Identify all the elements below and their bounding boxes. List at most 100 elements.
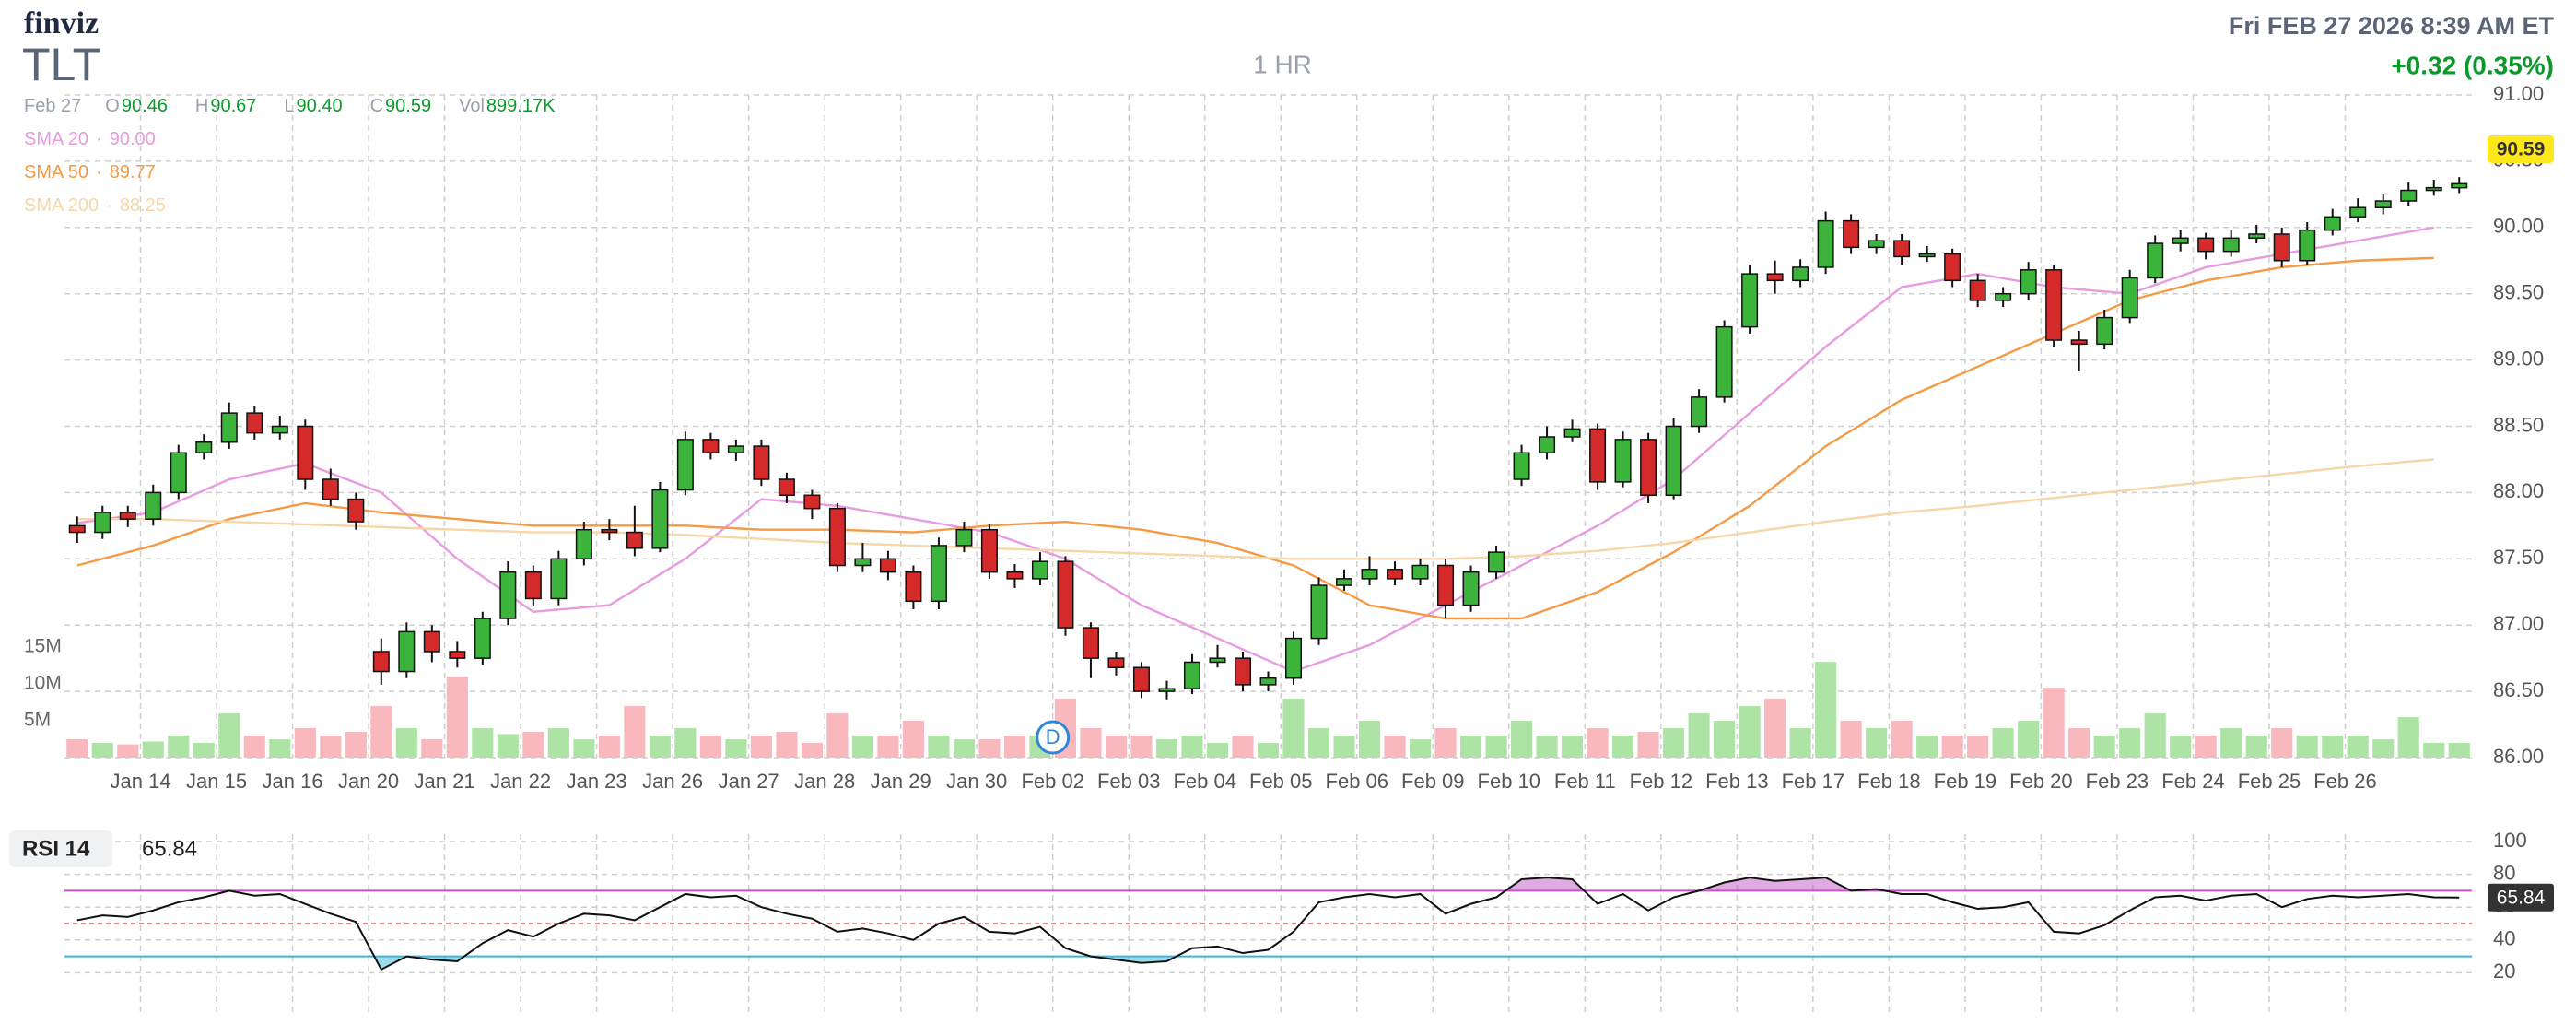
candle-body (1158, 688, 1176, 692)
volume-bar (2170, 736, 2192, 758)
x-tick-label: Feb 10 (1478, 770, 1541, 793)
candle-body (94, 512, 111, 534)
volume-bar (269, 739, 291, 758)
volume-bar (2397, 717, 2419, 758)
volume-bar (598, 736, 620, 758)
volume-bar (1105, 736, 1128, 758)
volume-bar (2322, 736, 2344, 758)
volume-bar (2372, 739, 2395, 758)
x-tick-label: Feb 20 (2009, 770, 2073, 793)
candle-body (1868, 240, 1885, 249)
overlay-lines (76, 226, 2434, 673)
candle-body (1715, 325, 1733, 398)
x-tick-label: Feb 05 (1249, 770, 1313, 793)
volume-bar (522, 732, 544, 758)
volume-bar (370, 706, 392, 758)
volume-bars (66, 662, 2470, 758)
candle-body (1843, 219, 1860, 249)
legend-entry: SMA 200 · 88.25 (24, 195, 166, 216)
quote-date: Feb 27 (24, 96, 81, 116)
x-tick-label: Jan 15 (186, 770, 247, 793)
volume-tick-label: 15M (24, 636, 62, 657)
y-tick-label: 91.00 (2493, 82, 2544, 105)
candle-body (2121, 277, 2138, 319)
x-tick-label: Jan 23 (567, 770, 627, 793)
volume-bar (497, 734, 519, 758)
volume-bar (1536, 736, 1558, 758)
candle-body (550, 558, 568, 600)
candle-body (1741, 273, 1759, 328)
last-price-label: 90.59 (2497, 139, 2546, 160)
volume-bar (1764, 699, 1786, 758)
candle-body (2147, 242, 2164, 279)
volume-bar (2296, 736, 2318, 758)
candle-body (2324, 216, 2341, 231)
volume-bar (902, 721, 924, 758)
plot: 86.00 86.50 87.00 87.50 88.00 88.50 89.00 89.50… (24, 82, 2554, 793)
x-tick-label: Feb 24 (2161, 770, 2225, 793)
volume-bar (801, 743, 823, 758)
rsi-line (76, 877, 2460, 971)
volume-bar (1080, 728, 1102, 758)
candle-body (1031, 560, 1048, 580)
candle-body (2197, 237, 2215, 253)
volume-bar (320, 736, 342, 758)
x-tick-label: Jan 28 (794, 770, 855, 793)
candle-body (474, 618, 491, 659)
candle-body (828, 507, 846, 567)
y-tick-label: 87.00 (2493, 612, 2544, 635)
volume-bar (1384, 736, 1406, 758)
logo[interactable]: finviz (24, 6, 99, 41)
x-tick-label: Feb 11 (1554, 770, 1616, 793)
volume-bar (1257, 743, 1280, 758)
candle-body (930, 545, 947, 603)
volume-bar (1562, 736, 1584, 758)
candle-body (1691, 396, 1708, 428)
candle-body (2248, 233, 2266, 240)
volume-bar (1181, 736, 1203, 758)
quote-field-label: H (195, 96, 208, 116)
volume-bar (1941, 736, 1963, 758)
volume-bar (2448, 743, 2470, 758)
volume-bar (1789, 728, 1811, 758)
volume-bar (776, 732, 798, 758)
y-tick-label: 88.00 (2493, 479, 2544, 502)
candle-body (347, 498, 365, 523)
y-tick-label: 89.00 (2493, 347, 2544, 370)
y-tick-label: 89.50 (2493, 281, 2544, 304)
x-tick-label: Feb 09 (1401, 770, 1465, 793)
candle-body (2451, 182, 2468, 189)
candle-body (2070, 339, 2088, 346)
volume-bar (2220, 728, 2242, 758)
datetime: Fri FEB 27 2026 8:39 AM ET (2229, 12, 2555, 40)
y-tick-label: 40 (2493, 927, 2515, 950)
candle-body (1665, 425, 1682, 497)
volume-bar (2144, 713, 2166, 758)
timeframe[interactable]: 1 HR (1253, 50, 1312, 78)
legend-separator: · (96, 162, 102, 182)
volume-bar (446, 677, 468, 758)
candle-body (1995, 292, 2012, 301)
volume-bar (345, 732, 367, 758)
candle-body (753, 445, 770, 480)
volume-bar (142, 741, 164, 758)
candle-body (1387, 569, 1404, 580)
volume-bar (928, 736, 950, 758)
x-tick-label: Jan 30 (946, 770, 1007, 793)
candle-body (372, 651, 390, 673)
x-tick-label: Feb 13 (1705, 770, 1769, 793)
candle-body (1285, 637, 1303, 679)
volume-bar (1688, 713, 1710, 758)
volume-bar (699, 736, 721, 758)
volume-bar (1434, 728, 1457, 758)
x-tick-label: Jan 29 (871, 770, 931, 793)
candle-body (1082, 627, 1099, 659)
candle-body (2222, 237, 2240, 253)
rsi-name: RSI 14 (22, 836, 90, 861)
legend-name: SMA 50 (24, 162, 88, 182)
candle-body (68, 524, 86, 534)
candle-body (778, 478, 795, 497)
volume-bar (1003, 736, 1025, 758)
volume-bar (1967, 736, 1989, 758)
candle-body (2172, 237, 2189, 244)
